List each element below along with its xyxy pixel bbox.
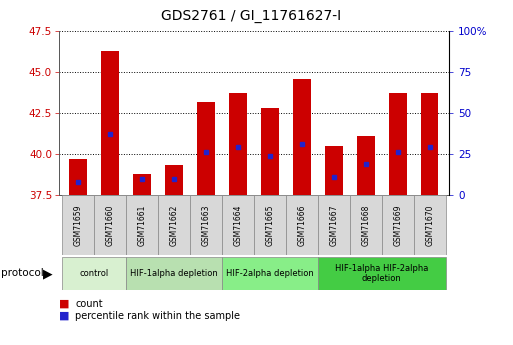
Text: GSM71660: GSM71660 xyxy=(106,204,114,246)
Bar xyxy=(286,195,318,255)
Text: GSM71661: GSM71661 xyxy=(137,205,147,246)
Bar xyxy=(94,195,126,255)
Text: GSM71669: GSM71669 xyxy=(393,204,402,246)
Bar xyxy=(62,195,94,255)
Text: GDS2761 / GI_11761627-I: GDS2761 / GI_11761627-I xyxy=(161,9,342,23)
Text: control: control xyxy=(80,269,109,278)
Text: count: count xyxy=(75,299,103,308)
Bar xyxy=(158,195,190,255)
Text: percentile rank within the sample: percentile rank within the sample xyxy=(75,311,241,321)
Bar xyxy=(382,195,413,255)
Bar xyxy=(318,195,350,255)
Text: GSM71668: GSM71668 xyxy=(361,205,370,246)
Bar xyxy=(413,195,446,255)
Bar xyxy=(293,79,311,195)
Bar xyxy=(126,195,158,255)
Bar xyxy=(357,136,374,195)
Bar xyxy=(165,166,183,195)
Bar xyxy=(229,93,247,195)
Text: GSM71659: GSM71659 xyxy=(74,204,83,246)
Text: HIF-2alpha depletion: HIF-2alpha depletion xyxy=(226,269,314,278)
Bar xyxy=(69,159,87,195)
Text: ■: ■ xyxy=(59,299,69,308)
Text: HIF-1alpha HIF-2alpha
depletion: HIF-1alpha HIF-2alpha depletion xyxy=(335,264,428,283)
Text: GSM71667: GSM71667 xyxy=(329,204,339,246)
Bar xyxy=(197,101,215,195)
Bar xyxy=(133,174,151,195)
Bar xyxy=(190,195,222,255)
Text: ▶: ▶ xyxy=(43,267,52,280)
Text: ■: ■ xyxy=(59,311,69,321)
Text: GSM71665: GSM71665 xyxy=(265,204,274,246)
Bar xyxy=(222,195,254,255)
Bar xyxy=(62,257,126,290)
Text: GSM71664: GSM71664 xyxy=(233,204,243,246)
Bar xyxy=(254,195,286,255)
Text: GSM71670: GSM71670 xyxy=(425,204,434,246)
Bar xyxy=(421,93,439,195)
Text: protocol: protocol xyxy=(1,268,44,278)
Bar xyxy=(350,195,382,255)
Text: HIF-1alpha depletion: HIF-1alpha depletion xyxy=(130,269,218,278)
Bar xyxy=(222,257,318,290)
Bar xyxy=(325,146,343,195)
Text: GSM71663: GSM71663 xyxy=(202,204,210,246)
Bar xyxy=(261,108,279,195)
Text: GSM71662: GSM71662 xyxy=(169,205,179,246)
Text: GSM71666: GSM71666 xyxy=(298,204,306,246)
Bar xyxy=(389,93,406,195)
Bar xyxy=(126,257,222,290)
Bar xyxy=(102,51,119,195)
Bar xyxy=(318,257,446,290)
